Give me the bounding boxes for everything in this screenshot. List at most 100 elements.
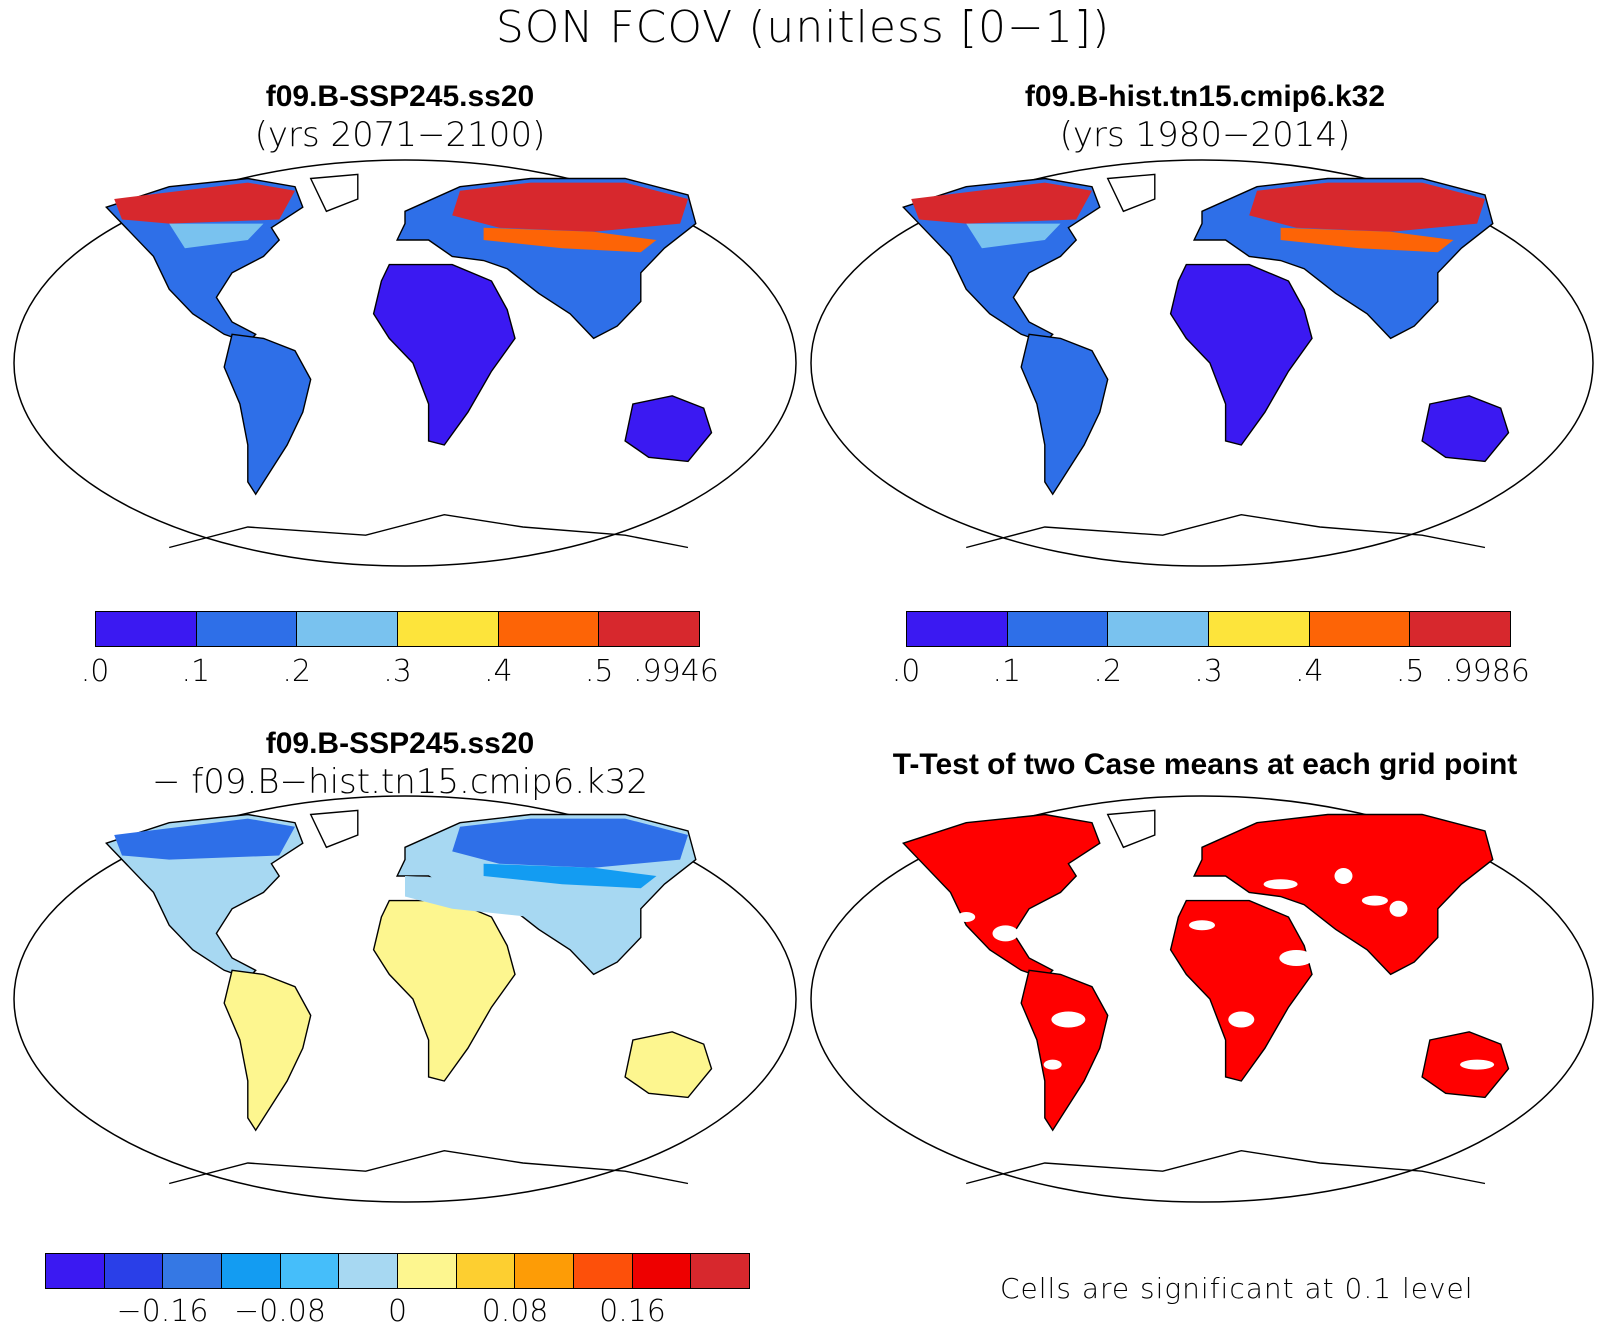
colorbar-swatch-4 — [1309, 612, 1411, 646]
significance-note: Cells are significant at 0.1 level — [1000, 1272, 1474, 1305]
land-africa — [1169, 263, 1313, 446]
colorbar-swatch-10 — [632, 1254, 692, 1288]
colorbar-swatch-4 — [280, 1254, 340, 1288]
panel-title-case1-name: f09.B-SSP245.ss20 — [265, 80, 535, 113]
colorbar-tick-label: −0.08 — [234, 1294, 326, 1329]
mid-band — [966, 223, 1061, 249]
map-case1 — [13, 159, 797, 567]
colorbar-swatch-8 — [515, 1254, 575, 1288]
non-significant-cell — [1189, 920, 1215, 931]
colorbar-swatch-0 — [907, 612, 1008, 646]
mid-band — [169, 223, 264, 249]
land-africa — [372, 263, 516, 446]
colorbar-case2-ticks: .0 .1 .2 .3 .4 .5 .9986 — [892, 654, 1530, 694]
colorbar-tick-label: .9986 — [1444, 654, 1530, 689]
land-greenland — [309, 173, 359, 213]
colorbar-swatch-5 — [1410, 612, 1511, 646]
land-southAmerica — [1020, 333, 1109, 496]
land-australia — [1421, 395, 1510, 463]
land-australia — [624, 1031, 713, 1099]
colorbar-tick-label: 0.08 — [481, 1294, 549, 1329]
colorbar-swatch-4 — [498, 612, 600, 646]
map-ttest — [810, 795, 1594, 1203]
land-greenland — [1106, 809, 1156, 849]
panel-title-case1-years: (yrs 2071−2100) — [254, 115, 546, 155]
non-significant-cell — [992, 925, 1019, 942]
non-significant-cell — [1460, 1059, 1495, 1070]
colorbar-swatch-3 — [222, 1254, 281, 1288]
colorbar-swatch-7 — [456, 1254, 516, 1288]
colorbar-tick-label: .4 — [1295, 654, 1324, 689]
colorbar-swatch-2 — [297, 612, 399, 646]
land-greenland — [309, 809, 359, 849]
land-africa — [1169, 899, 1313, 1082]
boreal-band-eurasia — [1249, 182, 1485, 232]
boreal-band-na — [114, 818, 295, 860]
panel-title-case2: f09.B-hist.tn15.cmip6.k32 (yrs 1980−2014… — [900, 78, 1510, 154]
colorbar-tick-label: .1 — [992, 654, 1022, 689]
non-significant-cell — [1043, 1059, 1062, 1070]
non-significant-cell — [1279, 950, 1314, 966]
boreal-transition — [483, 227, 657, 253]
colorbar-swatch-1 — [196, 612, 298, 646]
colorbar-swatch-2 — [1108, 612, 1210, 646]
colorbar-tick-label: .5 — [1395, 654, 1425, 689]
land-australia — [624, 395, 713, 463]
land-eurasia — [1192, 813, 1494, 976]
colorbar-swatch-6 — [398, 1254, 457, 1288]
mid-band — [405, 876, 563, 917]
non-significant-cell — [1228, 1011, 1255, 1028]
panel-title-difference: f09.B-SSP245.ss20 − f09.B−hist.tn15.cmip… — [95, 725, 705, 801]
colorbar-case2 — [906, 611, 1511, 647]
colorbar-swatch-5 — [339, 1254, 399, 1288]
colorbar-swatch-11 — [691, 1254, 750, 1288]
panel-title-case1: f09.B-SSP245.ss20 (yrs 2071−2100) — [95, 78, 705, 154]
colorbar-case1 — [95, 611, 700, 647]
figure-title: SON FCOV (unitless [0−1]) — [495, 2, 1111, 53]
non-significant-cell — [1389, 900, 1408, 917]
colorbar-swatch-1 — [104, 1254, 164, 1288]
non-significant-cell — [1334, 868, 1353, 884]
non-significant-cell — [1051, 1011, 1086, 1028]
colorbar-tick-label: .3 — [1194, 654, 1223, 689]
panel-title-case2-years: (yrs 1980−2014) — [1059, 115, 1351, 155]
colorbar-tick-label: .3 — [383, 654, 412, 689]
land-southAmerica — [223, 969, 312, 1132]
antarctica-coast — [966, 1149, 1486, 1185]
colorbar-tick-label: .2 — [282, 654, 311, 689]
colorbar-difference — [45, 1253, 750, 1289]
colorbar-swatch-0 — [46, 1254, 105, 1288]
land-southAmerica — [1020, 969, 1109, 1132]
panel-title-ttest: T-Test of two Case means at each grid po… — [892, 748, 1518, 781]
antarctica-coast — [169, 1149, 689, 1185]
colorbar-tick-label: .2 — [1093, 654, 1122, 689]
panel-title-difference-line2: − f09.B−hist.tn15.cmip6.k32 — [151, 762, 649, 802]
boreal-transition — [1280, 227, 1454, 253]
non-significant-cell — [1263, 879, 1298, 890]
boreal-band-na — [911, 182, 1092, 224]
map-case2 — [810, 159, 1594, 567]
colorbar-swatch-5 — [599, 612, 700, 646]
panel-title-case2-name: f09.B-hist.tn15.cmip6.k32 — [1024, 80, 1386, 113]
colorbar-tick-label: .0 — [891, 654, 921, 689]
map-difference — [13, 795, 797, 1203]
colorbar-difference-ticks: −0.16 −0.08 0 0.08 0.16 — [45, 1294, 750, 1334]
colorbar-tick-label: 0.16 — [599, 1294, 666, 1329]
non-significant-cell — [957, 912, 976, 922]
boreal-band-na — [114, 182, 295, 224]
colorbar-tick-label: .1 — [181, 654, 211, 689]
boreal-transition — [483, 863, 657, 889]
colorbar-tick-label: .9946 — [633, 654, 719, 689]
antarctica-coast — [966, 513, 1486, 549]
boreal-band-eurasia — [452, 818, 688, 868]
colorbar-tick-label: .5 — [584, 654, 614, 689]
colorbar-tick-label: −0.16 — [116, 1294, 209, 1329]
colorbar-swatch-9 — [574, 1254, 633, 1288]
colorbar-tick-label: .4 — [484, 654, 513, 689]
boreal-band-eurasia — [452, 182, 688, 232]
colorbar-swatch-3 — [398, 612, 499, 646]
land-greenland — [1106, 173, 1156, 213]
land-africa — [372, 899, 516, 1082]
colorbar-tick-label: .0 — [80, 654, 110, 689]
non-significant-cell — [1361, 895, 1388, 906]
